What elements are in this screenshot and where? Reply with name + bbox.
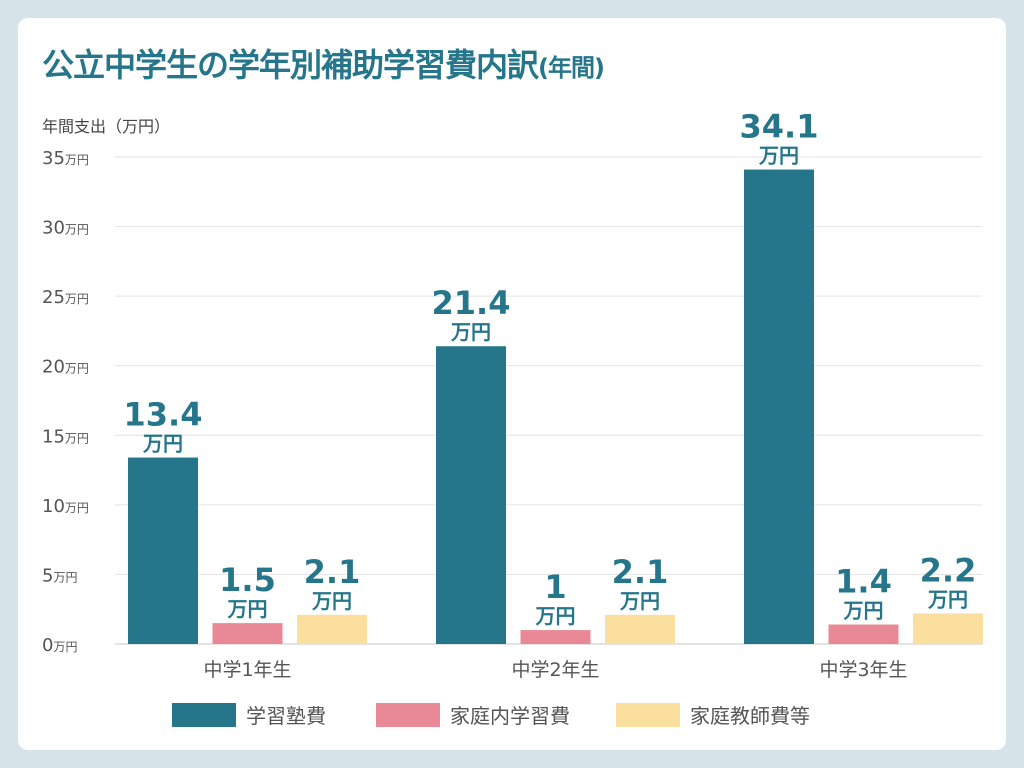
data-label-unit: 万円 xyxy=(311,589,352,613)
bar xyxy=(436,346,506,644)
bar xyxy=(297,614,367,644)
legend-swatch xyxy=(172,703,236,727)
data-label: 21.4 xyxy=(432,284,511,322)
x-tick-label: 中学3年生 xyxy=(819,659,907,681)
data-label: 1.5 xyxy=(219,561,276,599)
chart-title-text: 公立中学生の学年別補助学習費内訳 xyxy=(42,46,539,84)
data-label-unit: 万円 xyxy=(927,587,968,611)
data-label: 1 xyxy=(544,568,566,606)
bar xyxy=(128,457,198,644)
chart-title-suffix: (年間) xyxy=(538,54,605,82)
x-tick-label: 中学1年生 xyxy=(203,659,291,681)
legend-label: 家庭内学習費 xyxy=(450,704,570,728)
data-label-unit: 万円 xyxy=(758,144,799,168)
data-label: 34.1 xyxy=(740,108,819,146)
data-label: 2.1 xyxy=(304,553,361,591)
data-label-unit: 万円 xyxy=(535,604,576,628)
data-label-unit: 万円 xyxy=(619,589,660,613)
legend-label: 学習塾費 xyxy=(246,704,326,728)
y-tick-label: 20万円 xyxy=(42,357,89,378)
chart-title: 公立中学生の学年別補助学習費内訳(年間) xyxy=(42,40,605,86)
y-tick-label: 0万円 xyxy=(42,635,77,656)
bar xyxy=(605,614,675,644)
x-tick-label: 中学2年生 xyxy=(511,659,599,681)
data-label-unit: 万円 xyxy=(843,599,884,623)
data-label: 13.4 xyxy=(124,396,203,434)
data-label: 2.2 xyxy=(920,551,977,589)
bar xyxy=(212,623,283,644)
y-tick-label: 35万円 xyxy=(42,148,89,169)
legend-swatch xyxy=(376,703,440,727)
y-tick-label: 15万円 xyxy=(42,426,89,447)
y-tick-label: 5万円 xyxy=(42,565,77,586)
y-tick-label: 30万円 xyxy=(42,218,89,239)
y-tick-label: 25万円 xyxy=(42,287,89,308)
legend-label: 家庭教師費等 xyxy=(690,704,810,728)
data-label: 2.1 xyxy=(612,553,669,591)
legend-swatch xyxy=(616,703,680,727)
data-label: 1.4 xyxy=(835,563,892,601)
bar xyxy=(520,630,591,644)
bar xyxy=(913,613,983,644)
bar xyxy=(828,624,899,644)
data-label-unit: 万円 xyxy=(450,320,491,344)
data-label-unit: 万円 xyxy=(142,432,183,456)
y-tick-label: 10万円 xyxy=(42,496,89,517)
y-axis-label: 年間支出（万円） xyxy=(42,117,170,136)
data-label-unit: 万円 xyxy=(227,597,268,621)
bar xyxy=(744,169,814,644)
